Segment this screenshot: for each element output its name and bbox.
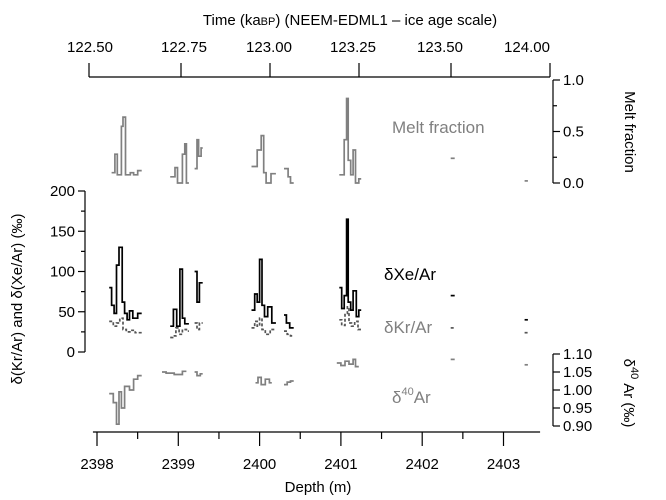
- ar40-axis-tick-label: 0.90: [563, 418, 592, 435]
- xe-ar-series: [170, 268, 189, 328]
- melt-fraction-series: [284, 167, 294, 184]
- delta40-ar-series: [336, 358, 359, 368]
- melt-fraction-annotation: Melt fraction: [392, 118, 485, 137]
- delta40-ar-plot: [109, 358, 528, 426]
- depth-axis-tick-label: 2398: [80, 456, 113, 473]
- delta40-ar-annotation: δ40Ar: [392, 386, 431, 407]
- delta40-ar-series: [255, 376, 272, 386]
- gas-axis-tick-label: 0: [67, 344, 75, 361]
- delta40-ar-axis-label: δ40 Ar (‰): [620, 359, 640, 428]
- ar40-axis-tick-label: 1.05: [563, 364, 592, 381]
- gas-axis-tick-label: 100: [50, 264, 75, 281]
- xe-ar-series: [194, 270, 203, 303]
- top-time-axis: 122.50 122.75 123.00 123.25 123.50 124.00: [67, 39, 551, 78]
- melt-fraction-axis: 0.0 0.5 1.0: [552, 72, 584, 192]
- xe-ar-annotation: δXe/Ar: [384, 265, 436, 284]
- melt-fraction-axis-label: Melt fraction: [621, 91, 638, 173]
- top-axis-title-rest: ) (NEEM-EDML1 – ice age scale): [275, 12, 497, 29]
- top-axis-tick-label: 123.50: [417, 39, 463, 56]
- xe-ar-series: [109, 246, 142, 321]
- top-axis-tick-label: 122.50: [67, 39, 113, 56]
- melt-axis-tick-label: 0.0: [563, 175, 584, 192]
- delta40-ar-annotation-prefix: δ: [392, 388, 401, 407]
- depth-axis-tick-label: 2402: [406, 456, 439, 473]
- kr-ar-series: [251, 317, 276, 336]
- xe-ar-series: [251, 258, 276, 324]
- delta40-ar-axis-label-prefix: δ: [620, 359, 637, 367]
- depth-axis-tick-label: 2403: [487, 456, 520, 473]
- gas-ratio-axis: 0 50 100 150 200: [50, 183, 86, 361]
- delta40-ar-series: [162, 370, 187, 376]
- delta40-ar-axis-label-rest: Ar (‰): [620, 383, 637, 427]
- gas-ratio-axis-label: δ(Kr/Ar) and δ(Xe/Ar) (‰): [9, 214, 26, 385]
- kr-ar-series: [284, 330, 294, 337]
- depth-axis-tick-label: 2401: [324, 456, 357, 473]
- top-axis-title: Time (kaBP) (NEEM-EDML1 – ice age scale): [203, 12, 497, 29]
- delta40-ar-annotation-rest: Ar: [414, 388, 431, 407]
- melt-axis-tick-label: 0.5: [563, 124, 584, 141]
- delta40-ar-annotation-sup: 40: [401, 386, 413, 398]
- depth-axis-title: Depth (m): [285, 479, 352, 496]
- melt-fraction-series: [111, 116, 142, 176]
- depth-axis-tick-label: 2400: [243, 456, 276, 473]
- top-axis-title-sub: BP: [261, 16, 276, 28]
- top-axis-tick-label: 123.00: [246, 39, 292, 56]
- ar40-axis-tick-label: 0.95: [563, 400, 592, 417]
- xe-ar-series: [284, 314, 294, 329]
- kr-ar-series: [339, 306, 362, 331]
- delta40-ar-series: [284, 380, 294, 386]
- melt-fraction-series: [339, 97, 362, 184]
- top-axis-tick-label: 124.00: [504, 39, 550, 56]
- melt-fraction-plot: [111, 97, 528, 184]
- xe-ar-series: [339, 218, 362, 318]
- kr-ar-series: [194, 322, 203, 331]
- kr-ar-annotation: δKr/Ar: [384, 318, 433, 337]
- ar40-axis-tick-label: 1.00: [563, 382, 592, 399]
- ar40-axis-tick-label: 1.10: [563, 346, 592, 363]
- gas-ratio-plot: [109, 218, 528, 339]
- top-axis-tick-label: 122.75: [161, 39, 207, 56]
- kr-ar-series: [109, 317, 142, 334]
- melt-fraction-series: [251, 134, 276, 184]
- kr-ar-series: [170, 327, 189, 339]
- melt-fraction-series: [170, 143, 189, 184]
- depth-axis-tick-label: 2399: [162, 456, 195, 473]
- melt-fraction-series: [194, 138, 203, 170]
- depth-axis: 2398 2399 2400 2401 2402 2403: [80, 431, 541, 473]
- delta40-ar-series: [109, 374, 142, 426]
- top-axis-title-main: Time (ka: [203, 12, 261, 29]
- gas-axis-tick-label: 200: [50, 183, 75, 200]
- melt-axis-tick-label: 1.0: [563, 72, 584, 89]
- delta40-ar-axis-label-sup: 40: [628, 367, 640, 379]
- gas-axis-tick-label: 150: [50, 223, 75, 240]
- gas-axis-tick-label: 50: [58, 304, 75, 321]
- delta40-ar-series: [194, 371, 203, 377]
- top-axis-tick-label: 123.25: [330, 39, 376, 56]
- delta40-ar-axis: 0.900.951.001.051.10: [552, 346, 592, 435]
